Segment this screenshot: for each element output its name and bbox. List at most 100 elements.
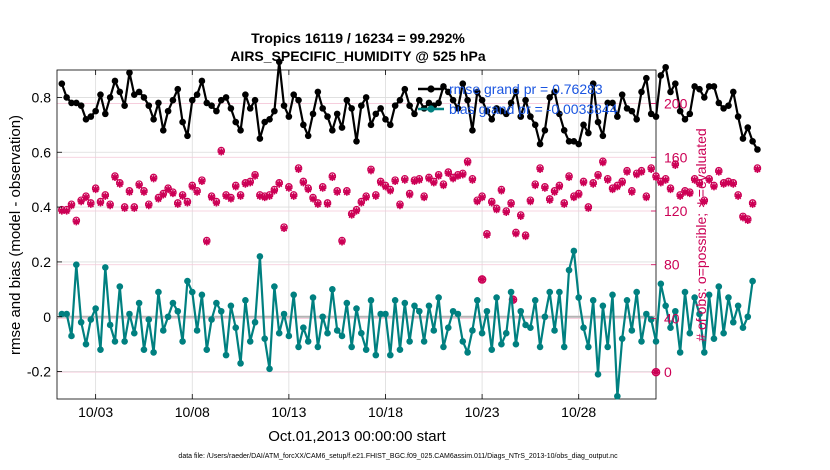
rmse-point xyxy=(140,94,148,101)
bias-point xyxy=(647,316,655,323)
rmse-point xyxy=(580,121,587,129)
obs-evaluated-marker xyxy=(439,181,448,190)
bias-point xyxy=(343,299,351,307)
x-tick-label: 10/08 xyxy=(175,404,210,420)
obs-evaluated-marker xyxy=(604,176,612,184)
rmse-point xyxy=(97,91,104,98)
obs-evaluated-marker xyxy=(178,192,187,200)
obs-evaluated-marker xyxy=(188,183,196,191)
rmse-point xyxy=(444,88,452,96)
rmse-point xyxy=(667,88,674,96)
rmse-point xyxy=(739,135,747,142)
bias-point xyxy=(676,349,684,356)
bias-point xyxy=(232,324,240,332)
bias-point xyxy=(744,313,752,321)
x-tick-label: 10/13 xyxy=(271,404,306,420)
rmse-point xyxy=(725,102,732,109)
obs-evaluated-marker xyxy=(570,193,578,202)
bias-point xyxy=(488,346,496,353)
x-axis-ticks: 10/03 10/08 10/13 10/18 10/23 10/28 xyxy=(78,70,596,420)
legend: rmse grand pr = 0.76283 bias grand pr = … xyxy=(418,81,618,117)
obs-evaluated-marker xyxy=(92,185,100,194)
rmse-point xyxy=(754,146,761,153)
bias-point xyxy=(159,327,167,334)
rmse-point xyxy=(82,116,90,123)
bias-point xyxy=(227,302,235,310)
obs-evaluated-marker xyxy=(203,238,211,246)
bias-point xyxy=(599,302,607,310)
rmse-point xyxy=(705,83,713,90)
obs-evaluated-marker xyxy=(613,183,621,191)
obs-evaluated-marker xyxy=(478,275,486,284)
rmse-point xyxy=(672,80,679,88)
bias-point xyxy=(68,332,75,340)
bias-point xyxy=(522,321,529,329)
bias-point xyxy=(527,324,534,332)
rmse-point xyxy=(507,99,515,107)
obs-evaluated-marker xyxy=(744,216,752,224)
obs-evaluated-marker xyxy=(338,238,346,246)
obs-evaluated-marker xyxy=(560,200,568,208)
rmse-point xyxy=(560,127,568,134)
bias-point xyxy=(169,299,177,307)
y-left-tick-label: -0.2 xyxy=(27,364,51,380)
obs-evaluated-marker xyxy=(464,159,472,167)
bias-point xyxy=(261,335,269,342)
obs-evaluated-marker xyxy=(232,183,240,191)
rmse-point xyxy=(174,85,182,93)
obs-evaluated-marker xyxy=(391,177,399,186)
bias-point xyxy=(667,324,674,332)
rmse-point xyxy=(469,127,476,134)
bias-point xyxy=(570,247,578,255)
obs-evaluated-marker xyxy=(323,200,332,208)
bias-point xyxy=(473,297,481,304)
obs-evaluated-marker xyxy=(420,193,428,202)
obs-evaluated-marker xyxy=(261,193,269,202)
bias-point xyxy=(430,327,438,334)
obs-evaluated-marker xyxy=(159,191,167,199)
rmse-point xyxy=(749,137,756,145)
bias-point xyxy=(372,351,380,359)
bias-point xyxy=(275,329,283,337)
obs-evaluated-marker xyxy=(357,199,365,207)
rmse-point xyxy=(348,105,355,112)
obs-evaluated-marker xyxy=(401,176,409,184)
obs-evaluated-marker xyxy=(145,202,153,210)
y-axis-left-label: rmse and bias (model - observation) xyxy=(7,115,24,355)
rmse-series xyxy=(58,58,761,153)
rmse-point xyxy=(691,83,698,90)
obs-evaluated-marker xyxy=(386,187,394,195)
obs-evaluated-marker xyxy=(729,180,737,188)
rmse-point xyxy=(92,107,99,115)
rmse-point xyxy=(169,96,177,104)
obs-evaluated-marker xyxy=(671,161,679,169)
obs-evaluated-marker xyxy=(724,179,733,187)
bias-point xyxy=(401,299,409,307)
rmse-point xyxy=(159,127,167,134)
bias-point xyxy=(449,307,457,315)
obs-evaluated-marker xyxy=(589,180,597,188)
obs-evaluated-marker xyxy=(550,188,559,196)
bias-point xyxy=(285,332,293,340)
rmse-point xyxy=(734,113,742,120)
rmse-point xyxy=(290,91,298,98)
rmse-point xyxy=(184,132,191,140)
obs-evaluated-marker xyxy=(183,199,192,207)
rmse-point xyxy=(565,137,573,145)
x-tick-label: 10/03 xyxy=(78,404,113,420)
x-axis-label: Oct.01,2013 00:00:00 start xyxy=(268,428,446,445)
bias-point xyxy=(304,338,312,345)
rmse-point xyxy=(609,99,616,107)
obs-evaluated-marker xyxy=(575,191,583,199)
rmse-point xyxy=(68,99,75,107)
y-left-tick-label: 0.2 xyxy=(32,254,52,270)
bias-point xyxy=(701,349,708,356)
rmse-point xyxy=(338,124,346,131)
obs-evaluated-marker xyxy=(87,200,95,208)
rmse-point xyxy=(135,88,143,96)
obs-evaluated-marker xyxy=(314,200,322,208)
rmse-point xyxy=(459,80,467,88)
bias-point xyxy=(614,392,621,400)
rmse-point xyxy=(643,74,650,82)
bias-point xyxy=(478,329,486,337)
